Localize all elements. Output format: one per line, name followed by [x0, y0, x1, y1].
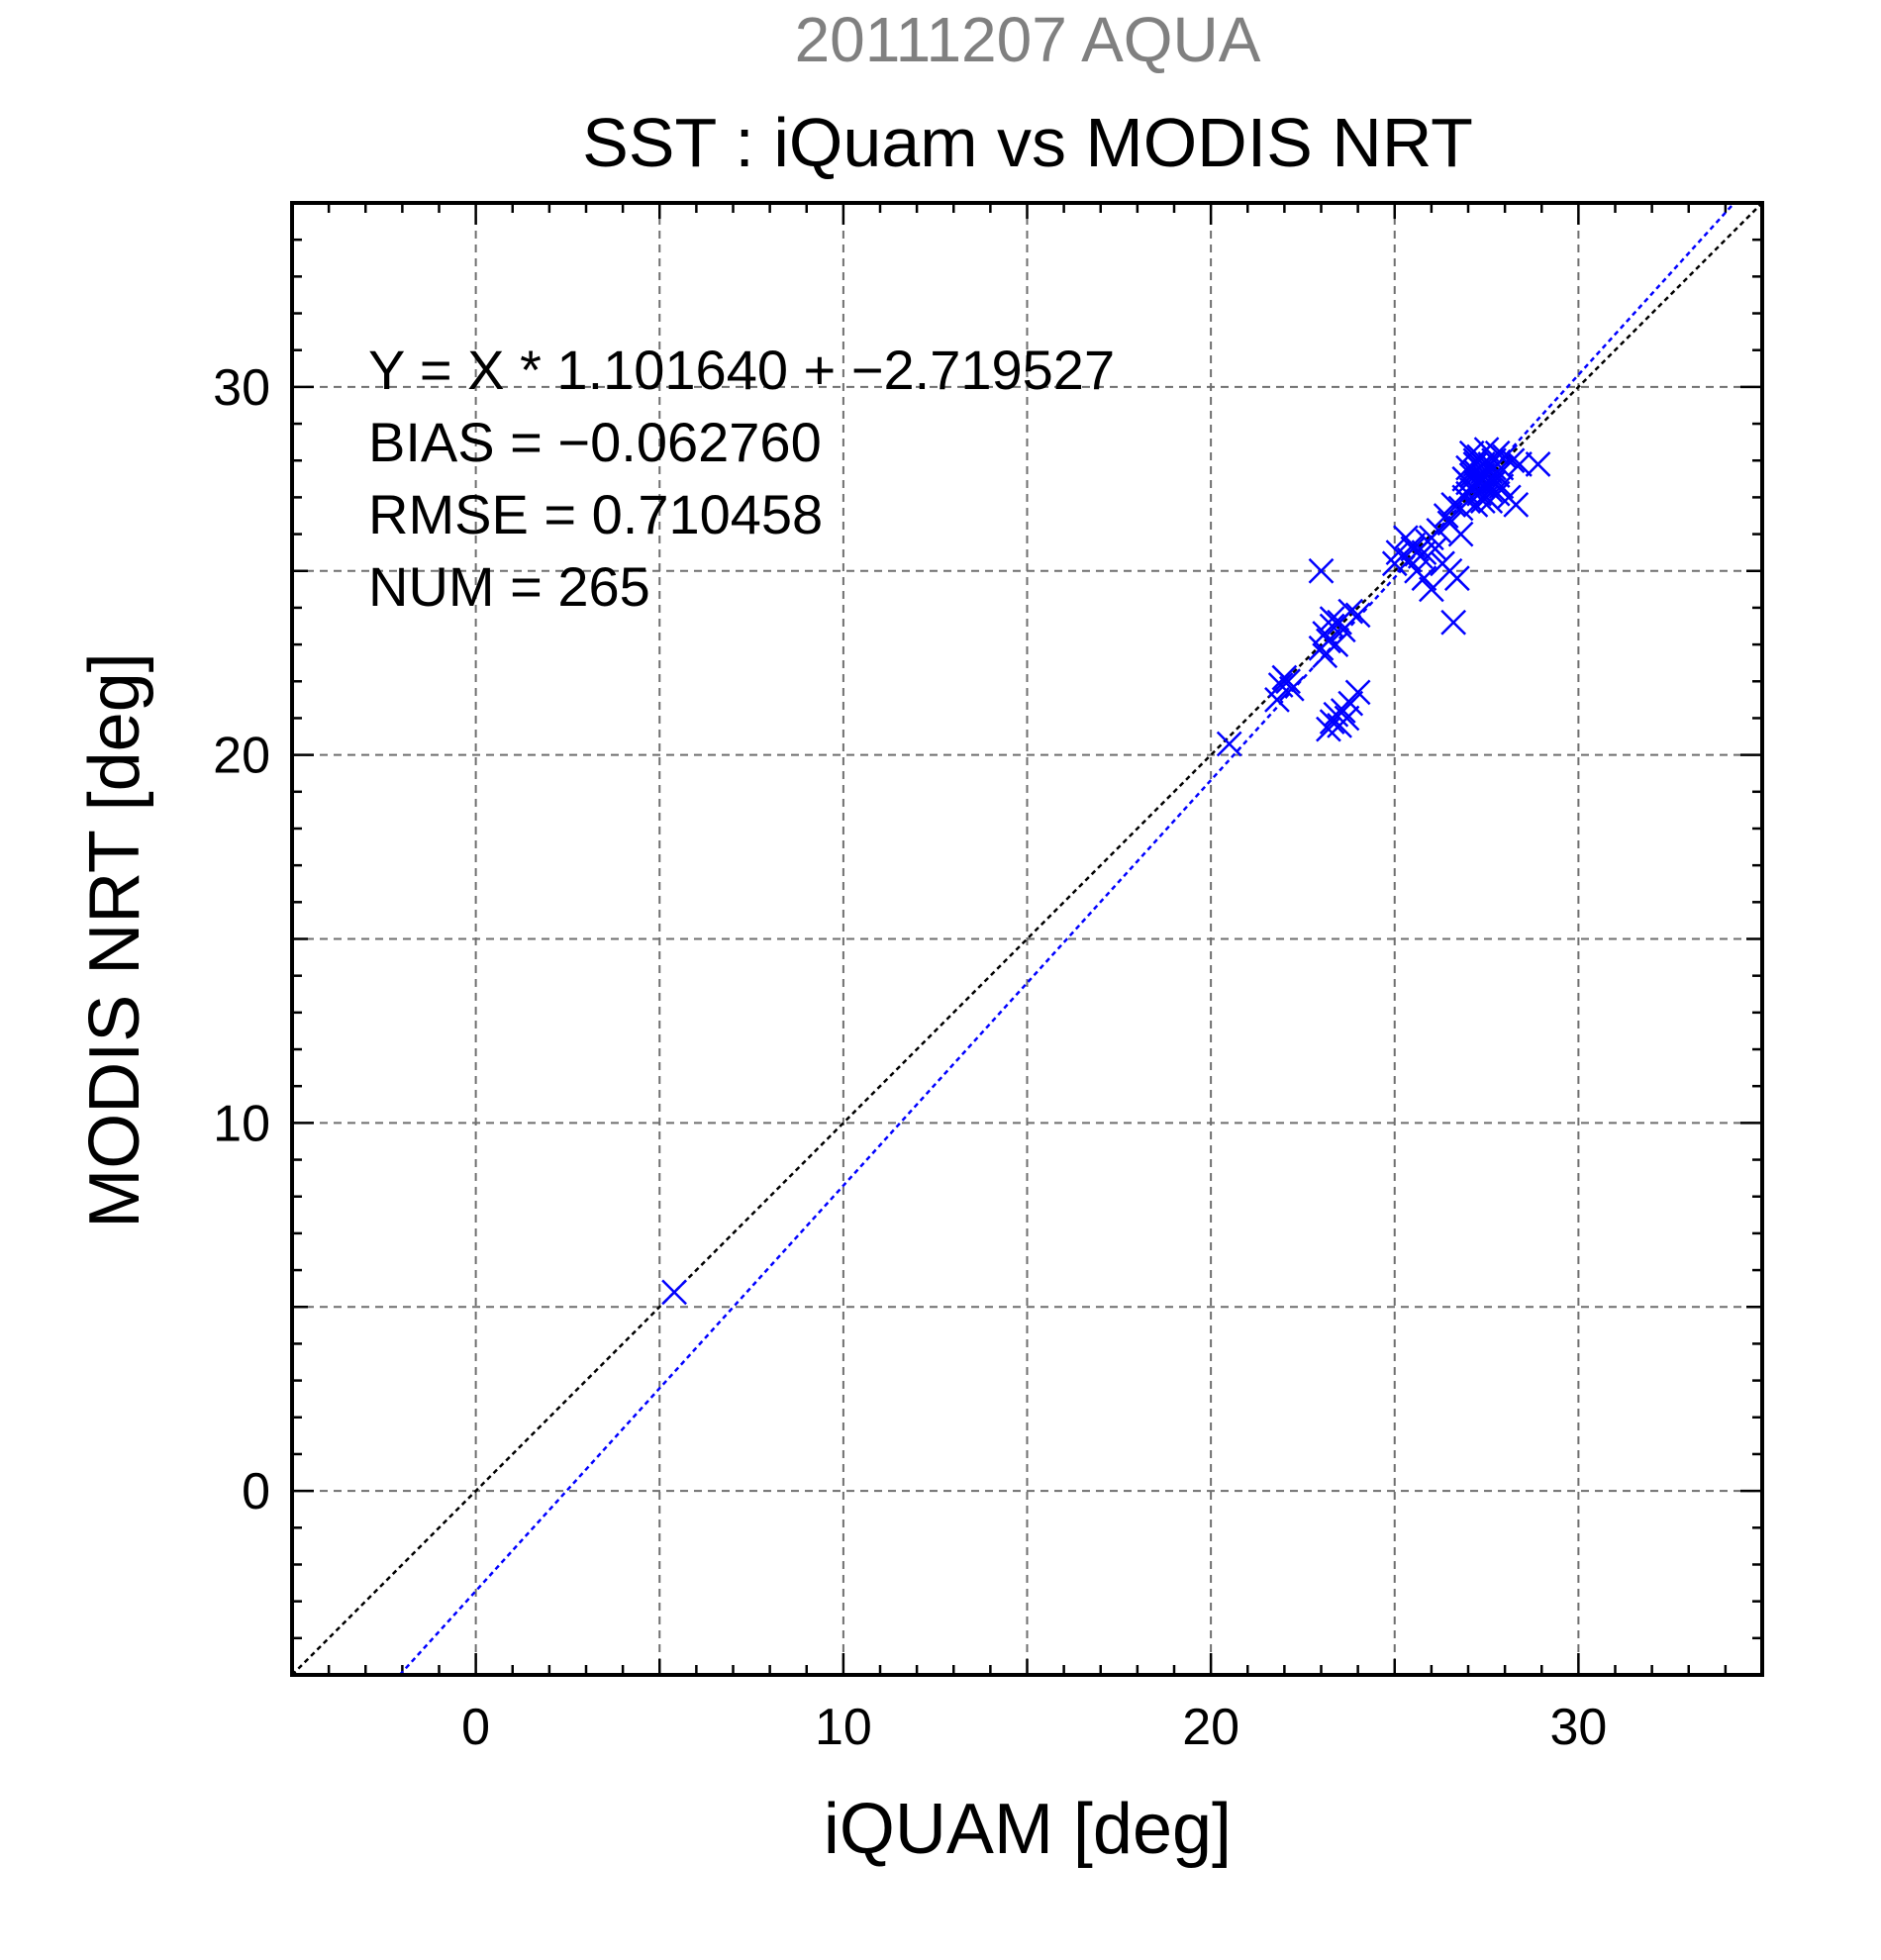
marker-stroke [1488, 473, 1515, 500]
marker-stroke [1308, 557, 1335, 584]
data-point [1443, 565, 1470, 592]
marker-stroke [1484, 462, 1511, 488]
y-tick-label: 10 [213, 1095, 270, 1152]
data-point [1400, 532, 1427, 558]
marker-stroke [1275, 668, 1301, 695]
marker-stroke [1466, 469, 1493, 496]
marker-stroke [1443, 565, 1470, 592]
marker-stroke [1436, 510, 1463, 537]
data-point [1507, 451, 1533, 477]
data-point [1275, 668, 1301, 695]
marker-stroke [1344, 679, 1371, 706]
data-point [1278, 675, 1305, 702]
x-axis-label: iQUAM [deg] [824, 1790, 1232, 1869]
x-tick-label: 10 [815, 1699, 872, 1756]
y-tick-label: 20 [213, 728, 270, 785]
marker-stroke [1484, 480, 1511, 507]
regression-line [398, 202, 1735, 1676]
data-point [661, 1279, 687, 1306]
plot-frame [290, 201, 1764, 1677]
marker-stroke [1337, 598, 1364, 625]
data-point [1503, 491, 1530, 518]
stats-annotation: Y = X * 1.101640 + −2.719527 BIAS = −0.0… [368, 339, 1115, 618]
data-point [1264, 686, 1290, 713]
x-tick-label: 30 [1549, 1699, 1607, 1756]
data-points [661, 437, 1551, 1306]
marker-stroke [1323, 701, 1349, 728]
x-tick-label: 20 [1182, 1699, 1239, 1756]
data-point [1308, 557, 1335, 584]
data-point [1525, 451, 1551, 477]
data-point [1337, 690, 1364, 717]
chart-suptitle: 20111207 AQUA [795, 4, 1261, 75]
data-point [1319, 606, 1345, 632]
data-point [1337, 598, 1364, 625]
data-point [1312, 642, 1338, 669]
x-tick-labels: 0 10 20 30 [461, 1699, 1607, 1756]
data-point [1411, 565, 1437, 592]
data-point [1216, 731, 1242, 757]
data-point [1440, 609, 1467, 636]
marker-stroke [1525, 451, 1551, 477]
y-tick-labels: 0 10 20 30 [213, 359, 270, 1520]
y-tick-label: 0 [242, 1463, 270, 1520]
data-point [1418, 525, 1444, 551]
marker-stroke [1344, 602, 1371, 629]
marker-stroke [1316, 628, 1341, 654]
regression-equation: Y = X * 1.101640 + −2.719527 [368, 339, 1115, 401]
marker-stroke [1267, 672, 1294, 698]
marker-stroke [1411, 539, 1437, 566]
marker-stroke [1458, 473, 1485, 500]
marker-stroke [1507, 451, 1533, 477]
reference-lines [291, 202, 1763, 1676]
data-point [1344, 679, 1371, 706]
marker-stroke [1216, 731, 1242, 757]
bias-value: BIAS = −0.062760 [368, 411, 822, 473]
marker-stroke [661, 1279, 687, 1306]
data-point [1436, 510, 1463, 537]
marker-stroke [1400, 536, 1427, 562]
marker-stroke [1334, 705, 1360, 732]
x-tick-label: 0 [461, 1699, 490, 1756]
marker-stroke [1278, 675, 1305, 702]
rmse-value: RMSE = 0.710458 [368, 483, 823, 545]
y-axis-label: MODIS NRT [deg] [75, 652, 154, 1228]
data-point [1466, 469, 1493, 496]
data-point [1344, 602, 1371, 629]
data-point [1488, 473, 1515, 500]
marker-stroke [1503, 491, 1530, 518]
data-point [1411, 539, 1437, 566]
sample-count: NUM = 265 [368, 555, 650, 618]
marker-stroke [1385, 539, 1412, 566]
marker-stroke [1418, 525, 1444, 551]
y-tick-label: 30 [213, 359, 270, 417]
chart-title: SST : iQuam vs MODIS NRT [582, 104, 1473, 181]
marker-stroke [1400, 532, 1427, 558]
marker-stroke [1411, 565, 1437, 592]
marker-stroke [1319, 606, 1345, 632]
data-point [1484, 440, 1511, 466]
marker-stroke [1440, 609, 1467, 636]
data-point [1458, 473, 1485, 500]
grid-lines [292, 203, 1762, 1675]
data-point [1334, 705, 1360, 732]
marker-stroke [1264, 686, 1290, 713]
marker-stroke [1312, 642, 1338, 669]
marker-stroke [1484, 440, 1511, 466]
data-point [1316, 628, 1341, 654]
marker-stroke [1337, 690, 1364, 717]
marker-stroke [1473, 437, 1500, 462]
